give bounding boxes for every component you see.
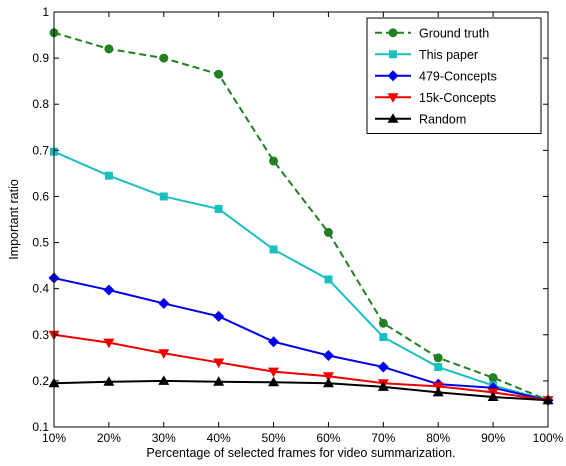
y-tick-label: 0.1 xyxy=(32,420,49,434)
legend-label: Random xyxy=(419,112,466,126)
data-point xyxy=(159,53,169,63)
series-line-random xyxy=(53,379,549,402)
x-tick-label: 80% xyxy=(426,431,450,445)
legend-marker xyxy=(387,93,399,103)
y-tick-label: 0.5 xyxy=(32,236,49,250)
legend-item-ground-truth: Ground truth xyxy=(375,26,489,40)
data-point xyxy=(378,318,388,328)
legend-item-random: Random xyxy=(375,112,466,126)
x-tick-label: 50% xyxy=(262,431,286,445)
x-tick-label: 30% xyxy=(152,431,176,445)
data-point xyxy=(377,361,389,373)
data-point xyxy=(322,377,334,388)
y-tick-label: 0.7 xyxy=(32,143,49,157)
legend-marker xyxy=(389,50,397,59)
legend-marker xyxy=(387,113,399,123)
series-layer xyxy=(48,28,554,406)
legend-marker xyxy=(387,70,399,82)
y-tick-label: 0.4 xyxy=(32,282,49,296)
data-point xyxy=(269,245,278,254)
data-point xyxy=(159,192,168,201)
data-point xyxy=(487,391,499,402)
legend-marker xyxy=(388,28,398,38)
data-point xyxy=(323,227,333,237)
series-line-15k-concepts xyxy=(53,333,549,402)
data-point xyxy=(104,44,114,54)
series-random xyxy=(48,375,554,405)
data-point xyxy=(103,338,115,349)
series-15k-concepts xyxy=(48,330,554,406)
y-tick-label: 0.2 xyxy=(32,374,49,388)
series-line-ground-truth xyxy=(53,31,549,402)
x-tick-label: 60% xyxy=(316,431,340,445)
axes-layer: 10% 20% 30% 40% 50% 60% 70% 80% 90% 100% 0.1 0.2 0.3… xyxy=(32,5,563,445)
series-line-this-paper xyxy=(53,150,549,402)
data-point xyxy=(213,310,225,322)
data-point xyxy=(158,297,170,309)
data-point xyxy=(268,376,280,387)
x-tick-label: 70% xyxy=(371,431,395,445)
legend-label: 479-Concepts xyxy=(419,69,497,83)
legend-item-15k-concepts: 15k-Concepts xyxy=(375,91,496,105)
data-point xyxy=(268,367,280,378)
data-point xyxy=(269,156,279,166)
y-axis-label: Important ratio xyxy=(7,179,21,260)
data-point xyxy=(488,373,498,383)
data-point xyxy=(434,363,443,372)
y-tick-label: 0.9 xyxy=(32,51,49,65)
data-point xyxy=(432,386,444,397)
data-point xyxy=(433,353,443,363)
legend-item-this-paper: This paper xyxy=(375,48,478,62)
series-line-479-concepts xyxy=(53,277,549,402)
data-point xyxy=(377,381,389,391)
y-tick-label: 0.8 xyxy=(32,97,49,111)
x-tick-label: 40% xyxy=(207,431,231,445)
legend-label: This paper xyxy=(419,48,478,62)
data-point xyxy=(213,376,225,386)
data-point xyxy=(214,204,223,213)
x-tick-label: 10% xyxy=(42,431,66,445)
x-tick-label: 100% xyxy=(533,431,564,445)
series-ground-truth xyxy=(49,28,553,405)
x-axis-label: Percentage of selected frames for video … xyxy=(146,446,455,460)
y-tick-label: 1 xyxy=(42,5,49,19)
data-point xyxy=(103,376,115,386)
y-tick-label: 0.3 xyxy=(32,328,49,342)
legend: Ground truth This paper 479-Concepts 15k-Co… xyxy=(366,17,542,134)
data-point xyxy=(268,336,280,348)
x-tick-label: 20% xyxy=(97,431,121,445)
legend-label: Ground truth xyxy=(419,26,489,40)
legend-item-479-concepts: 479-Concepts xyxy=(375,69,497,83)
data-point xyxy=(322,372,334,382)
legend-label: 15k-Concepts xyxy=(419,91,496,105)
data-point xyxy=(103,284,115,296)
y-tick-label: 0.6 xyxy=(32,189,49,203)
data-point xyxy=(158,375,170,385)
plot-frame xyxy=(53,11,549,428)
data-point xyxy=(214,69,224,79)
data-point xyxy=(379,333,388,342)
data-point xyxy=(322,350,334,362)
data-point xyxy=(158,349,170,359)
data-point xyxy=(324,275,333,284)
data-point xyxy=(104,171,113,180)
data-point xyxy=(213,358,225,368)
x-tick-label: 90% xyxy=(481,431,505,445)
